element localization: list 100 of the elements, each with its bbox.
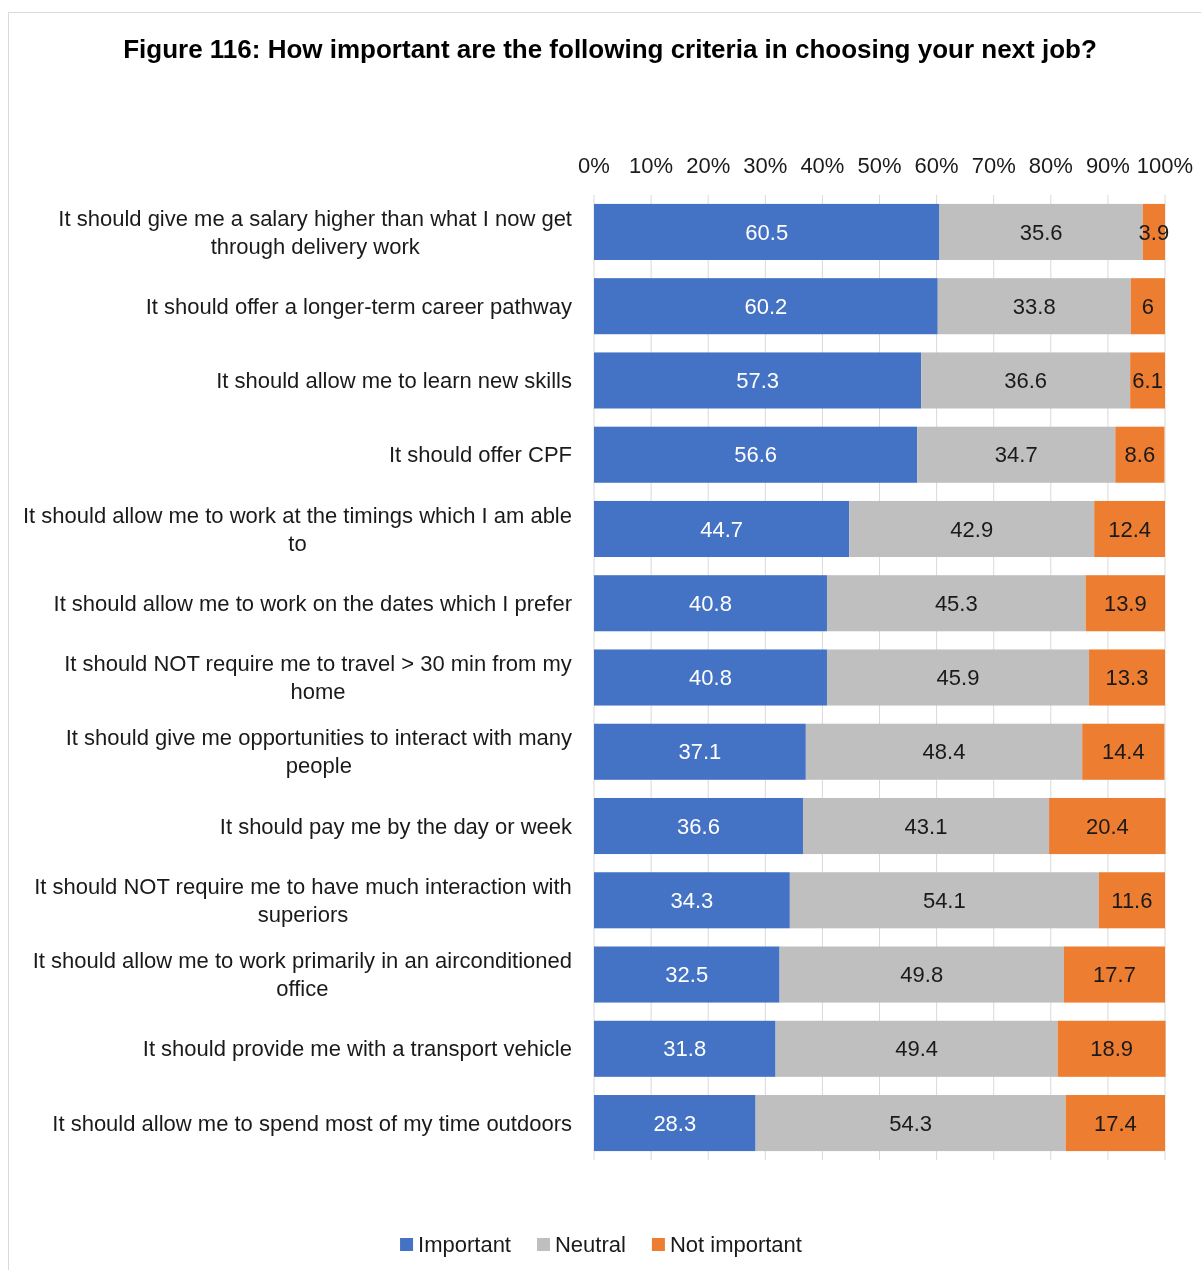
x-tick-label: 50% xyxy=(857,153,902,178)
y-tick-label: It should give me opportunities to interact with many people xyxy=(65,725,572,779)
x-tick-label: 10% xyxy=(629,153,674,178)
x-tick-label: 60% xyxy=(914,153,959,178)
bar xyxy=(826,649,1090,706)
bar xyxy=(805,723,1083,780)
x-tick-label: 90% xyxy=(1085,153,1130,178)
bar xyxy=(755,1095,1066,1152)
y-tick-label: It should allow me to work at the timings which I am able to xyxy=(22,502,572,556)
data-label: 54.3 xyxy=(889,1110,933,1136)
x-tick-label: 70% xyxy=(971,153,1016,178)
bar xyxy=(775,1020,1058,1077)
data-label: 36.6 xyxy=(1004,368,1048,394)
y-tick-label: It should give me a salary higher than what I now get through delivery work xyxy=(58,205,573,259)
data-label: 6.1 xyxy=(1132,368,1163,394)
data-label: 42.9 xyxy=(950,516,994,542)
x-tick-label: 40% xyxy=(800,153,845,178)
x-tick-label: 80% xyxy=(1028,153,1073,178)
bar xyxy=(1115,426,1165,483)
y-tick-label: It should allow me to learn new skills xyxy=(216,368,572,394)
data-label: 13.3 xyxy=(1105,665,1149,691)
legend-label: Important xyxy=(418,1231,511,1257)
data-label: 35.6 xyxy=(1019,219,1063,245)
bar xyxy=(779,946,1064,1003)
data-label: 56.6 xyxy=(734,442,778,468)
bar xyxy=(594,575,827,632)
data-label: 34.3 xyxy=(670,887,714,913)
data-label: 6 xyxy=(1141,293,1154,319)
x-tick-label: 0% xyxy=(578,153,610,178)
data-label: 40.8 xyxy=(689,590,732,616)
data-label: 45.3 xyxy=(934,590,978,616)
bar xyxy=(594,1095,756,1152)
bar xyxy=(594,500,850,558)
y-tick-label: It should NOT require me to travel > 30 min from my home xyxy=(64,651,572,705)
data-label: 48.4 xyxy=(922,739,966,765)
bar xyxy=(1130,352,1165,409)
bar xyxy=(1085,575,1165,632)
data-label: 13.9 xyxy=(1103,590,1147,616)
bar xyxy=(594,1020,776,1077)
data-label: 32.5 xyxy=(665,962,709,988)
bar xyxy=(1094,500,1165,558)
bar xyxy=(594,797,803,855)
legend-label: Not important xyxy=(669,1231,802,1257)
bar xyxy=(1057,1020,1166,1077)
y-tick-label: It should allow me to work primarily in an airconditioned office xyxy=(32,948,572,1002)
data-label: 40.8 xyxy=(689,665,732,691)
data-label: 44.7 xyxy=(700,516,744,542)
data-label: 54.1 xyxy=(922,887,966,913)
bar xyxy=(1065,1095,1165,1152)
y-tick-label: It should offer a longer-term career pathway xyxy=(145,293,572,319)
bar xyxy=(594,872,790,929)
bar xyxy=(1098,872,1165,929)
data-label: 60.5 xyxy=(745,219,789,245)
data-label: 60.2 xyxy=(744,293,788,319)
y-tick-label: It should NOT require me to have much interaction with superiors xyxy=(34,873,572,927)
data-label: 43.1 xyxy=(904,813,948,839)
bar xyxy=(1089,649,1165,706)
data-label: 45.9 xyxy=(936,665,980,691)
bar xyxy=(917,426,1116,483)
data-label: 57.3 xyxy=(736,368,780,394)
bar xyxy=(594,352,922,409)
x-tick-label: 100% xyxy=(1136,153,1194,178)
data-label: 36.6 xyxy=(677,813,720,839)
y-tick-label: It should allow me to spend most of my time outdoors xyxy=(52,1110,572,1136)
data-label: 37.1 xyxy=(678,739,722,765)
data-label: 17.4 xyxy=(1093,1110,1137,1136)
bar xyxy=(594,946,780,1003)
data-label: 12.4 xyxy=(1108,516,1152,542)
bar xyxy=(594,723,806,780)
bar xyxy=(937,278,1131,335)
bar xyxy=(594,203,940,260)
bar xyxy=(594,426,918,483)
chart-title: Figure 116: How important are the following criteria in choosing your next job? xyxy=(123,34,1097,64)
y-tick-label: It should pay me by the day or week xyxy=(219,813,573,839)
bar xyxy=(849,500,1095,558)
bar xyxy=(1063,946,1165,1003)
x-tick-label: 30% xyxy=(743,153,788,178)
bar xyxy=(826,575,1086,632)
data-label: 49.4 xyxy=(895,1036,939,1062)
bar xyxy=(594,278,938,335)
data-label: 33.8 xyxy=(1012,293,1056,319)
bar xyxy=(802,797,1050,855)
data-label: 49.8 xyxy=(900,962,944,988)
data-label: 28.3 xyxy=(653,1110,697,1136)
bar xyxy=(1049,797,1166,855)
data-label: 17.7 xyxy=(1093,962,1136,988)
data-label: 14.4 xyxy=(1101,739,1145,765)
bar xyxy=(921,352,1131,409)
data-label: 11.6 xyxy=(1111,887,1153,913)
bar xyxy=(1082,723,1165,780)
data-label: 31.8 xyxy=(663,1036,707,1062)
data-label: 18.9 xyxy=(1090,1036,1134,1062)
bar xyxy=(789,872,1099,929)
x-tick-label: 20% xyxy=(686,153,731,178)
data-label: 20.4 xyxy=(1085,813,1129,839)
y-tick-label: It should allow me to work on the dates which I prefer xyxy=(53,590,572,616)
data-label: 8.6 xyxy=(1124,442,1156,468)
y-tick-label: It should offer CPF xyxy=(388,442,572,468)
bar xyxy=(1130,278,1165,335)
y-tick-label: It should provide me with a transport vehicle xyxy=(142,1036,572,1062)
